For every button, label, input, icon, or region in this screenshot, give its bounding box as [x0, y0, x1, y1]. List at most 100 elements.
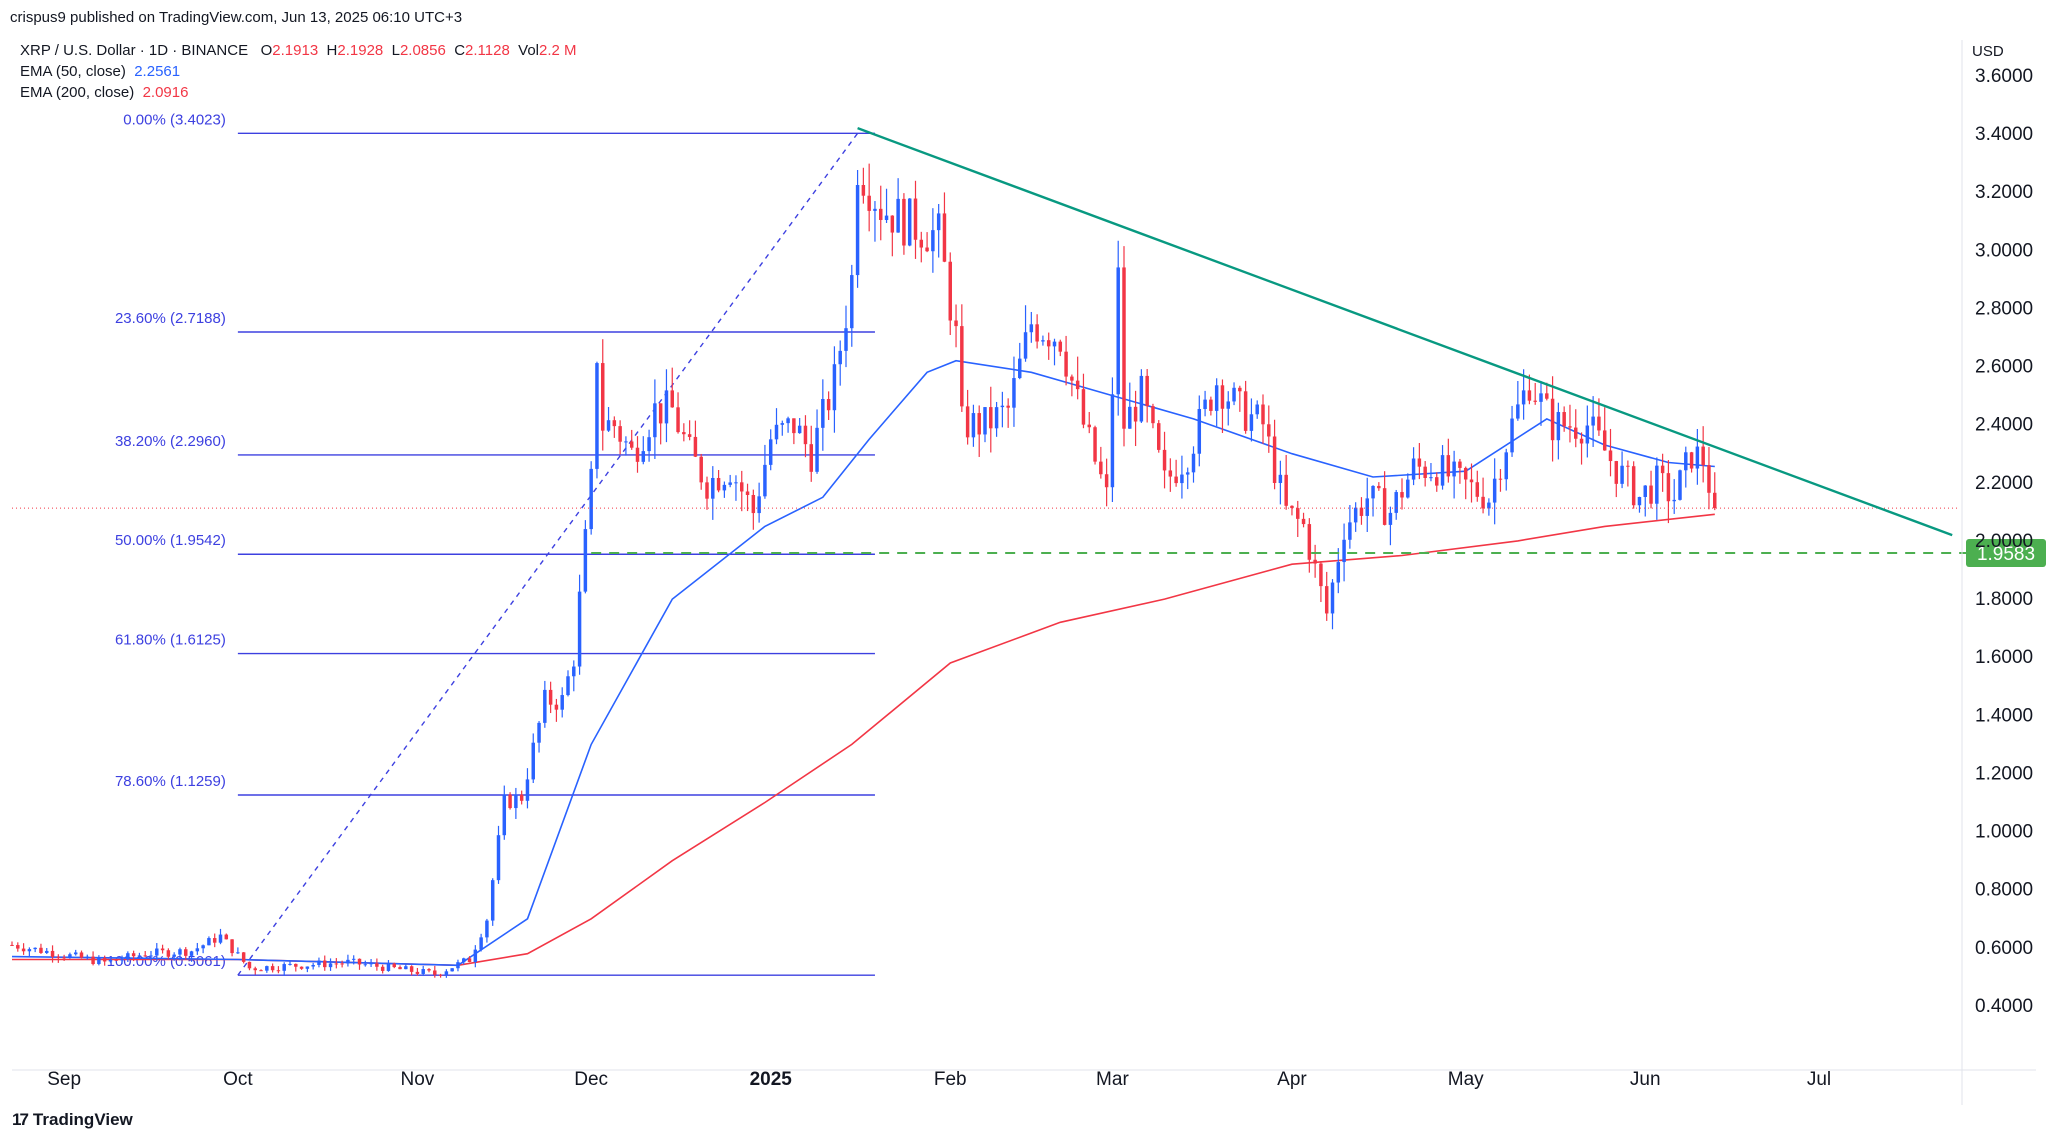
candle-body: [543, 689, 547, 723]
candle-body: [1475, 482, 1480, 497]
candle-body: [1643, 485, 1647, 497]
candle-body: [334, 963, 339, 965]
candle-body: [1684, 452, 1688, 471]
candle-body: [1203, 399, 1207, 409]
x-tick-label: Dec: [574, 1069, 608, 1090]
candle-body: [490, 880, 495, 921]
candle-body: [1029, 324, 1034, 333]
candle-body: [1469, 479, 1474, 483]
candle-body: [340, 963, 344, 965]
candle-body: [1006, 405, 1010, 408]
candle-body: [1058, 341, 1063, 352]
candle-body: [357, 958, 362, 965]
candle-body: [919, 239, 924, 248]
candle-body: [1324, 586, 1329, 614]
x-tick-label: Jun: [1630, 1069, 1661, 1090]
candle-body: [120, 959, 124, 961]
candle-body: [728, 482, 732, 485]
candle-body: [1533, 400, 1537, 402]
candle-body: [1649, 485, 1653, 504]
candle-body: [1568, 426, 1572, 428]
candle-body: [375, 963, 379, 967]
x-tick-label: Feb: [934, 1069, 967, 1090]
y-tick-label: 3.2000: [1975, 182, 2033, 203]
candle-body: [102, 957, 107, 962]
candle-body: [68, 954, 72, 958]
candle-body: [954, 320, 958, 327]
candle-body: [438, 974, 443, 976]
candle-body: [259, 970, 263, 972]
candle-body: [1429, 477, 1433, 479]
candle-body: [1660, 465, 1665, 474]
x-tick-label: Nov: [401, 1069, 435, 1090]
candle-body: [392, 963, 396, 968]
candle-body: [218, 934, 223, 943]
candle-body: [270, 966, 275, 971]
candle-body: [1226, 401, 1230, 409]
legend-ema50-row[interactable]: EMA (50, close) 2.2561: [20, 61, 577, 82]
candle-body: [1504, 452, 1508, 480]
candle-body: [1510, 418, 1514, 453]
candle-body: [1128, 406, 1132, 429]
candle-body: [572, 666, 576, 677]
candle-body: [1458, 461, 1462, 468]
candle-body: [722, 484, 727, 491]
candle-body: [39, 947, 43, 953]
candle-body: [462, 958, 466, 963]
y-tick-label: 3.6000: [1975, 66, 2033, 87]
candle-body: [1440, 455, 1445, 486]
candle-body: [1330, 582, 1335, 614]
candle-body: [85, 956, 90, 958]
candle-body: [421, 969, 425, 974]
candle-body: [751, 494, 756, 514]
candle-body: [902, 198, 906, 246]
candle-body: [1214, 385, 1219, 411]
candle-body: [1614, 461, 1619, 484]
legend-ema200-row[interactable]: EMA (200, close) 2.0916: [20, 82, 577, 103]
fib-level-label: 23.60% (2.7188): [115, 310, 226, 327]
candle-body: [126, 953, 130, 960]
candle-body: [658, 403, 663, 424]
candle-body: [1255, 404, 1259, 415]
candle-body: [282, 964, 286, 971]
candle-body: [525, 779, 530, 801]
legend-l-label: L: [391, 42, 400, 59]
candle-body: [1099, 461, 1103, 475]
candle-body: [184, 949, 188, 956]
y-tick-label: 2.4000: [1975, 415, 2033, 436]
candle-body: [896, 198, 900, 233]
candle-body: [73, 952, 78, 955]
candle-body: [91, 956, 95, 965]
candle-body: [711, 477, 715, 499]
candle-body: [1191, 453, 1196, 473]
tradingview-logo[interactable]: 17 TradingView: [12, 1110, 133, 1130]
candle-body: [328, 963, 333, 968]
candle-body: [317, 960, 321, 965]
candle-body: [1562, 412, 1566, 427]
candle-body: [1267, 424, 1271, 437]
candle-body: [1597, 416, 1601, 431]
candle-body: [1585, 425, 1590, 444]
candle-body: [1272, 436, 1277, 483]
candle-body: [56, 956, 61, 958]
candle-body: [1365, 498, 1369, 516]
legend-symbol[interactable]: XRP / U.S. Dollar · 1D · BINANCE: [20, 42, 249, 59]
candle-body: [1556, 412, 1561, 441]
candle-body: [1180, 474, 1184, 484]
candle-body: [1075, 380, 1080, 390]
candle-body: [502, 794, 507, 836]
candle-body: [618, 426, 622, 442]
legend-symbol-row: XRP / U.S. Dollar · 1D · BINANCE O2.1913…: [20, 40, 577, 61]
candle-body: [774, 424, 779, 440]
candle-body: [1487, 502, 1491, 509]
candle-body: [50, 950, 55, 957]
legend-h-value: 2.1928: [337, 42, 384, 59]
candle-body: [514, 794, 518, 809]
candle-body: [508, 794, 512, 809]
legend-c-value: 2.1128: [465, 42, 510, 59]
y-tick-label: 0.4000: [1975, 996, 2033, 1017]
candle-body: [1238, 387, 1242, 392]
candle-body: [890, 215, 895, 233]
